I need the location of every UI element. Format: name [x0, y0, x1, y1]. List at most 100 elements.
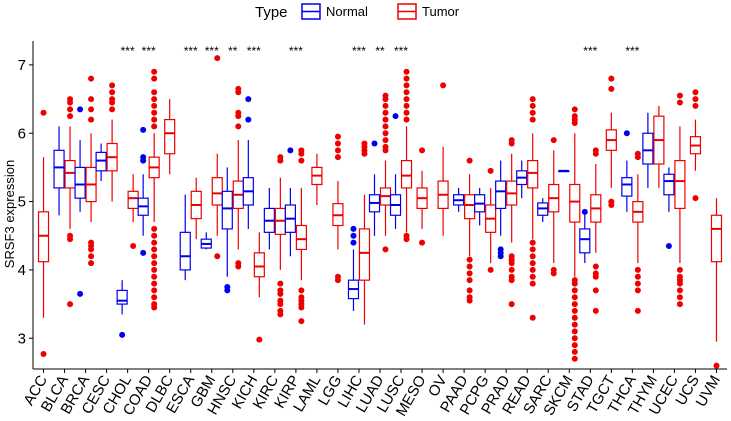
outlier-point — [676, 266, 683, 273]
outlier-point — [466, 297, 473, 304]
outlier-point — [350, 232, 357, 239]
outlier-point — [692, 195, 699, 202]
y-axis: 3 4 5 6 7 — [18, 41, 34, 369]
outlier-point — [692, 96, 699, 103]
outlier-point — [634, 287, 641, 294]
outlier-point — [571, 294, 578, 301]
box-normal-kirp — [284, 147, 296, 257]
box-iqr — [400, 159, 413, 189]
outlier-point — [665, 243, 672, 249]
outlier-point — [676, 287, 683, 294]
significance-label: *** — [121, 44, 135, 58]
box-iqr — [358, 228, 371, 281]
box-tumor-luad — [379, 92, 392, 253]
box-normal-hnsc — [221, 167, 233, 294]
outlier-point — [298, 287, 305, 294]
outlier-point — [382, 246, 389, 253]
outlier-point — [571, 280, 578, 287]
significance-label: *** — [625, 44, 639, 58]
outlier-point — [334, 140, 341, 147]
box-iqr — [579, 228, 591, 254]
outlier-point — [140, 249, 147, 256]
legend-item-normal: Normal — [301, 3, 368, 20]
outlier-point — [529, 253, 536, 260]
outlier-point — [382, 116, 389, 123]
outlier-point — [466, 256, 473, 263]
box-normal-thca — [621, 130, 633, 212]
outlier-point — [592, 287, 599, 294]
outlier-point — [529, 116, 536, 123]
outlier-point — [508, 260, 515, 267]
outlier-point — [466, 263, 473, 270]
outlier-point — [608, 85, 615, 92]
outlier-point — [713, 362, 720, 369]
box-tumor-dlbc — [164, 99, 176, 175]
outlier-point — [403, 82, 410, 89]
legend-title: Type — [255, 4, 288, 21]
outlier-point — [676, 280, 683, 287]
outlier-point — [419, 239, 426, 246]
outlier-point — [287, 147, 294, 154]
outlier-point — [151, 116, 158, 123]
box-iqr — [211, 177, 223, 206]
box-normal-chol — [116, 280, 128, 338]
outlier-point — [403, 102, 410, 109]
x-axis: ACCBLCABRCACESCCHOLCOADDLBCESCAGBMHNSCKI… — [20, 368, 727, 419]
box-tumor-prad — [506, 137, 518, 308]
outlier-point — [571, 307, 578, 314]
outlier-point — [88, 260, 95, 267]
box-iqr — [621, 177, 633, 197]
outlier-point — [151, 260, 158, 267]
outlier-point — [67, 106, 74, 113]
outlier-point — [403, 89, 410, 96]
outlier-point — [571, 355, 578, 362]
box-tumor-ucec — [674, 92, 686, 308]
outlier-point — [403, 75, 410, 82]
outlier-point — [571, 328, 578, 335]
outlier-point — [151, 253, 158, 260]
outlier-point — [676, 301, 683, 308]
outlier-point — [529, 280, 536, 287]
box-tumor-skcm — [569, 106, 581, 362]
box-tumor-blca — [64, 96, 76, 308]
box-normal-blca — [53, 126, 65, 216]
outlier-point — [361, 150, 368, 157]
outlier-point — [382, 123, 389, 130]
box-iqr — [464, 194, 476, 220]
outlier-point — [634, 307, 641, 314]
y-tick-label: 3 — [18, 330, 26, 347]
y-tick-label: 4 — [18, 262, 26, 279]
outlier-point — [592, 273, 599, 280]
box-tumor-kich — [253, 232, 265, 343]
significance-label: *** — [289, 44, 303, 58]
outlier-point — [235, 263, 242, 270]
outlier-point — [571, 287, 578, 294]
outlier-point — [334, 277, 341, 284]
outlier-point — [676, 99, 683, 106]
box-tumor-brca — [85, 75, 97, 267]
outlier-point — [350, 239, 357, 246]
outlier-point — [151, 246, 158, 253]
outlier-point — [382, 137, 389, 144]
box-tumor-hnsc — [232, 85, 244, 270]
outlier-point — [298, 157, 305, 164]
outlier-point — [88, 106, 95, 113]
box-iqr — [116, 289, 128, 305]
box-normal-prad — [495, 160, 507, 260]
box-iqr — [221, 190, 233, 230]
outlier-point — [109, 99, 116, 106]
outlier-point — [571, 106, 578, 113]
box-iqr — [127, 190, 139, 210]
outlier-point — [109, 82, 116, 89]
box-normal-stad — [579, 208, 591, 264]
box-iqr — [253, 252, 265, 278]
significance-label: *** — [352, 44, 366, 58]
box-iqr — [674, 159, 686, 210]
box-normal-skcm — [558, 169, 570, 173]
outlier-point — [245, 116, 252, 123]
box-normal-gbm — [200, 232, 212, 250]
box-tumor-uvm — [710, 198, 723, 369]
outlier-point — [88, 116, 95, 123]
significance-label: *** — [583, 44, 597, 58]
